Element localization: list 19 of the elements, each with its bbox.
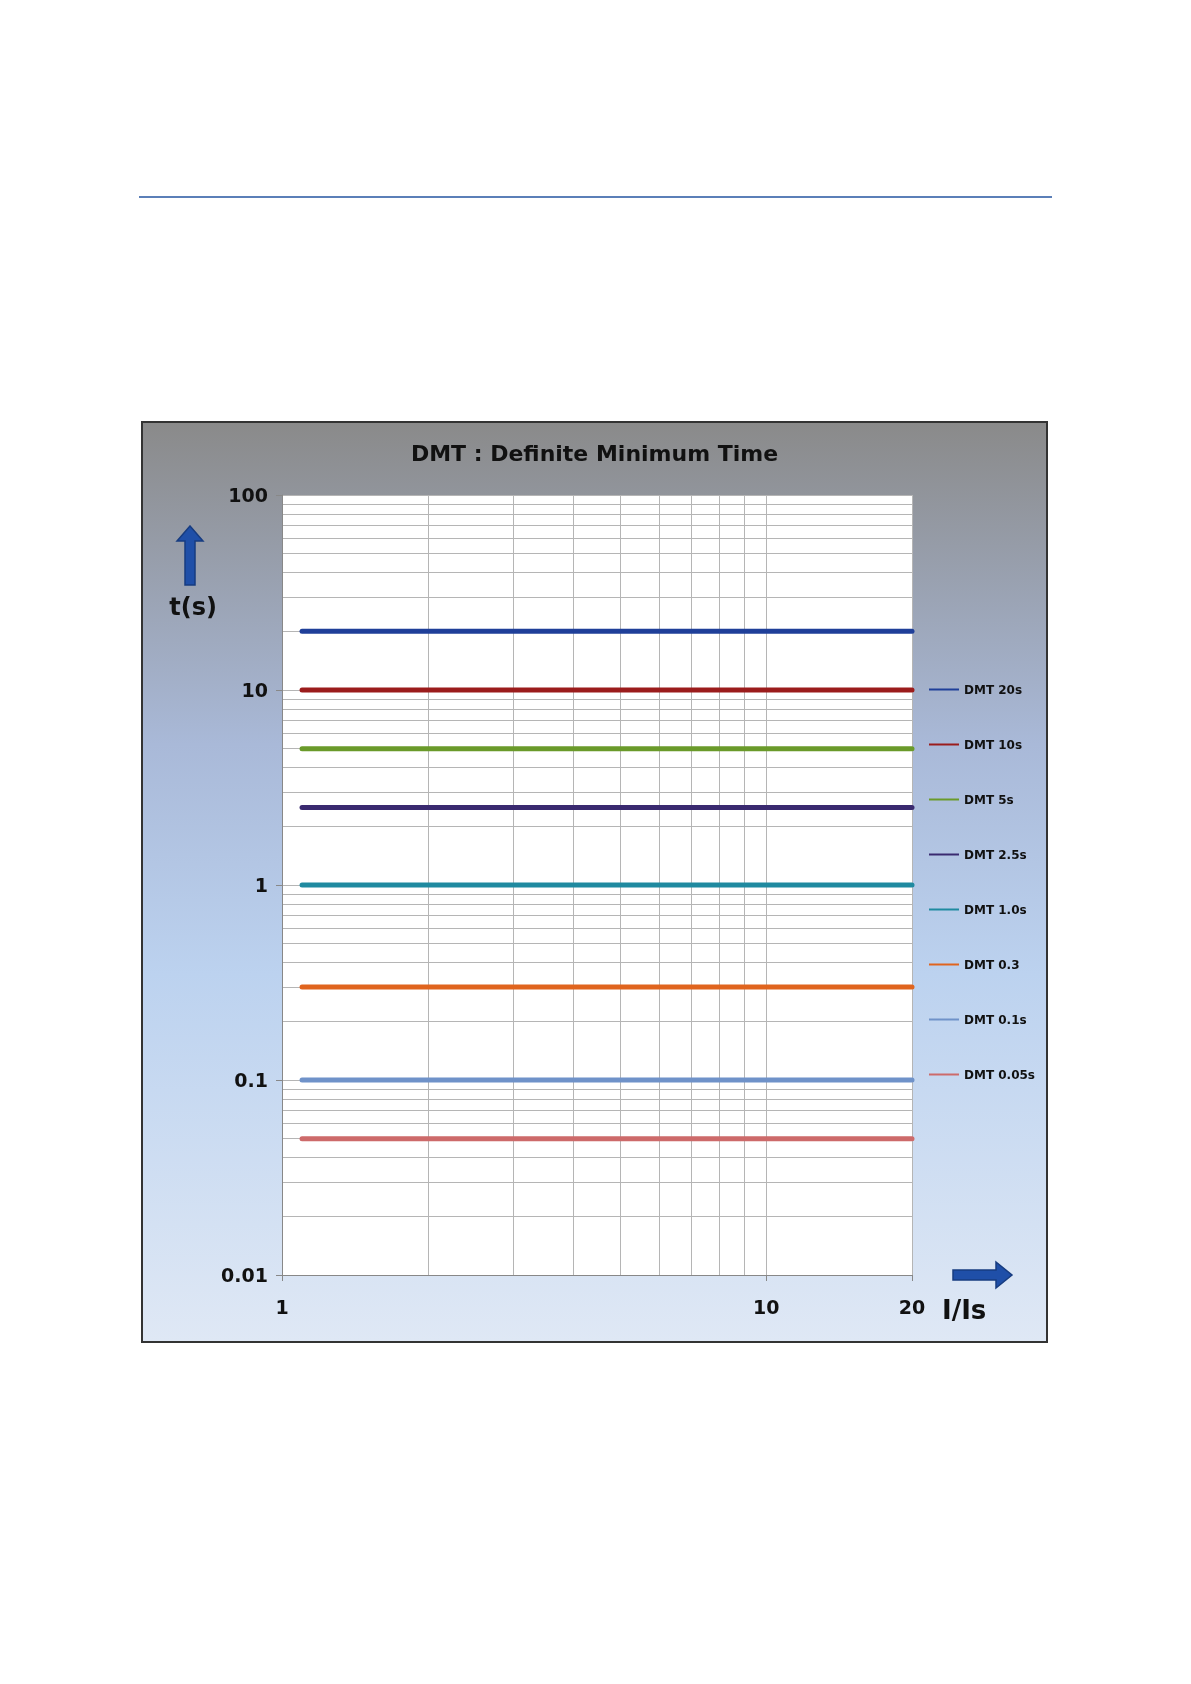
y-tick-label: 0.1	[234, 1069, 268, 1091]
legend-label: DMT 0.1s	[963, 1012, 1027, 1027]
y-tick-label: 100	[228, 484, 268, 506]
x-axis-title: I/Is	[942, 1295, 987, 1325]
x-tick-label: 1	[275, 1295, 289, 1318]
legend-label: DMT 2.5s	[963, 847, 1027, 862]
legend-label: DMT 1.0s	[963, 902, 1027, 917]
legend-label: DMT 0.05s	[963, 1067, 1035, 1082]
x-tick-label: 10	[753, 1295, 780, 1318]
chart-title: DMT : Definite Minimum Time	[410, 440, 779, 466]
legend-label: DMT 20s	[963, 682, 1023, 697]
legend-label: DMT 0.3	[963, 957, 1020, 972]
x-tick-label: 20	[898, 1295, 926, 1318]
y-tick-label: 0.01	[221, 1264, 268, 1286]
y-axis-title: t(s)	[169, 593, 217, 621]
y-tick-label: 1	[254, 874, 268, 896]
legend-label: DMT 5s	[963, 792, 1014, 807]
legend-label: DMT 10s	[963, 737, 1023, 752]
y-tick-label: 10	[241, 679, 268, 701]
